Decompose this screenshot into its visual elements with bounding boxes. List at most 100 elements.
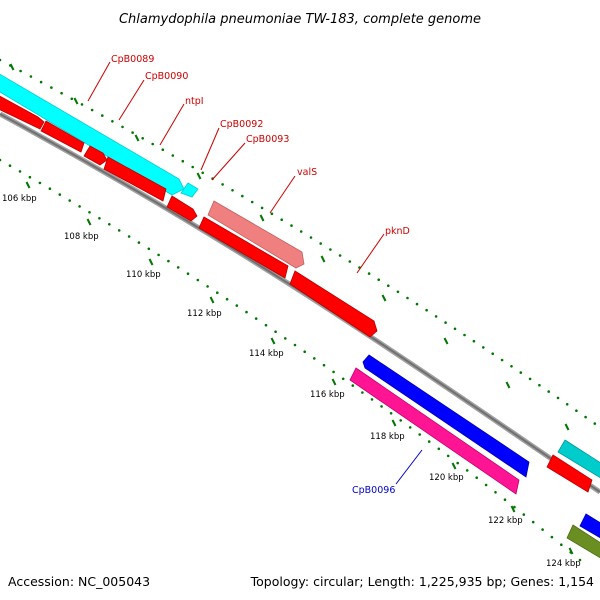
inner-scale-dot bbox=[418, 433, 422, 436]
outer-scale-dot bbox=[547, 390, 550, 393]
outer-scale-dot bbox=[463, 333, 466, 337]
gene-label-cpb0096[interactable]: CpB0096 bbox=[352, 485, 395, 496]
gene-arrow-salmon[interactable] bbox=[207, 200, 305, 269]
gene-arrow-cyan-1[interactable] bbox=[0, 72, 185, 196]
gene-arrow-magenta[interactable] bbox=[349, 367, 520, 495]
tick-label-112: 112 kbp bbox=[187, 309, 222, 319]
gene-label-cpb0089[interactable]: CpB0089 bbox=[111, 54, 154, 65]
inner-scale-dot bbox=[303, 350, 307, 354]
outer-scale-dot bbox=[39, 80, 43, 84]
gene-arrow-blue-2[interactable] bbox=[579, 513, 600, 540]
inner-scale-dot bbox=[494, 491, 497, 494]
inner-scale-dot bbox=[437, 447, 441, 451]
outer-scale-dot bbox=[19, 69, 22, 73]
outer-scale-dot bbox=[151, 142, 154, 146]
inner-scale-dot bbox=[68, 199, 71, 202]
outer-scale-dot bbox=[472, 339, 476, 343]
gene-arrow-red-7[interactable] bbox=[289, 270, 378, 338]
inner-scale-dot bbox=[408, 426, 412, 429]
gene-arrow-red-1[interactable] bbox=[0, 94, 45, 130]
gene-arrow-olive[interactable] bbox=[566, 524, 600, 560]
gene-label-vals[interactable]: valS bbox=[297, 167, 317, 178]
inner-scale-dot bbox=[78, 205, 81, 208]
tick-label-118: 118 kbp bbox=[370, 432, 405, 442]
gene-features bbox=[0, 72, 600, 560]
outer-scale-dot bbox=[348, 260, 352, 263]
genome-summary-text: Topology: circular; Length: 1,225,935 bp… bbox=[250, 574, 594, 589]
outer-scale-dot bbox=[377, 278, 381, 282]
inner-scale-dot bbox=[351, 384, 355, 387]
outer-scale-dot bbox=[101, 114, 104, 117]
inner-scale-dot bbox=[186, 272, 190, 276]
outer-scale-dot bbox=[309, 236, 313, 239]
tick-label-122: 122 kbp bbox=[488, 516, 523, 526]
inner-scale-dot bbox=[274, 330, 277, 334]
inner-tick-mark bbox=[510, 505, 516, 513]
outer-scale-dot bbox=[367, 272, 371, 275]
outer-scale-dot bbox=[500, 358, 504, 362]
gene-arrow-blue-1[interactable] bbox=[362, 354, 530, 478]
gene-label-pknd[interactable]: pknD bbox=[385, 226, 410, 237]
accession-text: Accession: NC_005043 bbox=[8, 574, 150, 589]
inner-scale-dot bbox=[389, 412, 393, 415]
outer-scale-dot bbox=[319, 242, 323, 245]
gene-label-cpb0090[interactable]: CpB0090 bbox=[145, 71, 188, 82]
map-title: Chlamydophila pneumoniae TW-183, complet… bbox=[119, 12, 481, 27]
gene-arrow-cyan-3[interactable] bbox=[557, 439, 600, 480]
outer-scale-dot bbox=[181, 159, 185, 163]
inner-scale-dot bbox=[28, 175, 32, 179]
outer-scale-dot bbox=[528, 377, 532, 381]
gene-arrow-red-3[interactable] bbox=[83, 145, 108, 166]
gene-label-group: CpB0089 CpB0090 ntpI CpB0092 CpB0093 val… bbox=[87, 54, 423, 496]
outer-tick-mark bbox=[381, 294, 387, 302]
tick-label-106: 106 kbp bbox=[2, 194, 37, 204]
inner-scale-dot bbox=[38, 181, 42, 185]
inner-tick-mark bbox=[209, 296, 215, 304]
inner-scale-dot bbox=[341, 377, 345, 381]
gene-arrow-red-8[interactable] bbox=[546, 454, 593, 493]
gene-arrow-red-5[interactable] bbox=[166, 195, 198, 222]
inner-scale-dot bbox=[206, 285, 209, 288]
outer-scale-dot bbox=[299, 230, 303, 233]
gene-arrow-red-6[interactable] bbox=[198, 216, 289, 279]
gene-arrow-cyan-2[interactable] bbox=[180, 182, 199, 198]
inner-scale-dot bbox=[313, 357, 316, 360]
inner-scale-dot bbox=[58, 193, 62, 196]
outer-scale-dot bbox=[90, 108, 94, 112]
gene-arrow-red-4[interactable] bbox=[103, 156, 167, 202]
outer-scale-dot bbox=[121, 125, 124, 129]
gene-label-cpb0092[interactable]: CpB0092 bbox=[220, 119, 263, 130]
outer-scale-dot bbox=[231, 189, 234, 192]
inner-scale-dot bbox=[475, 476, 479, 480]
outer-tick-mark bbox=[196, 172, 202, 180]
inner-scale-dot bbox=[541, 528, 544, 531]
inner-scale-dot bbox=[137, 241, 141, 244]
inner-scale-dot bbox=[235, 304, 239, 307]
inner-scale-dot bbox=[176, 266, 180, 269]
outer-scale-dot bbox=[565, 403, 569, 406]
inner-scale-dot bbox=[560, 543, 563, 546]
outer-scale-dot bbox=[171, 154, 175, 157]
outer-scale-dot bbox=[338, 254, 342, 257]
outer-scale-dot bbox=[141, 137, 144, 140]
inner-scale-dot bbox=[98, 217, 101, 220]
inner-scale-dot bbox=[361, 391, 364, 394]
gene-label-ntpi[interactable]: ntpI bbox=[185, 96, 204, 107]
outer-tick-mark bbox=[259, 214, 265, 222]
outer-tick-mark bbox=[73, 97, 79, 105]
scale-dots bbox=[0, 58, 597, 562]
inner-scale-dot bbox=[427, 440, 431, 443]
inner-tick-mark bbox=[451, 462, 457, 470]
inner-scale-dot bbox=[216, 291, 219, 295]
outer-tick-mark bbox=[134, 134, 140, 142]
outer-tick-mark bbox=[9, 63, 15, 71]
inner-scale-dot bbox=[0, 158, 2, 162]
outer-scale-dot bbox=[50, 86, 53, 89]
outer-scale-dot bbox=[0, 58, 2, 62]
gene-label-cpb0093[interactable]: CpB0093 bbox=[246, 134, 289, 145]
outer-tick-mark bbox=[505, 381, 511, 389]
inner-scale-dot bbox=[264, 323, 268, 327]
gene-arrow-red-2[interactable] bbox=[40, 120, 85, 153]
inner-tick-mark bbox=[331, 378, 337, 386]
